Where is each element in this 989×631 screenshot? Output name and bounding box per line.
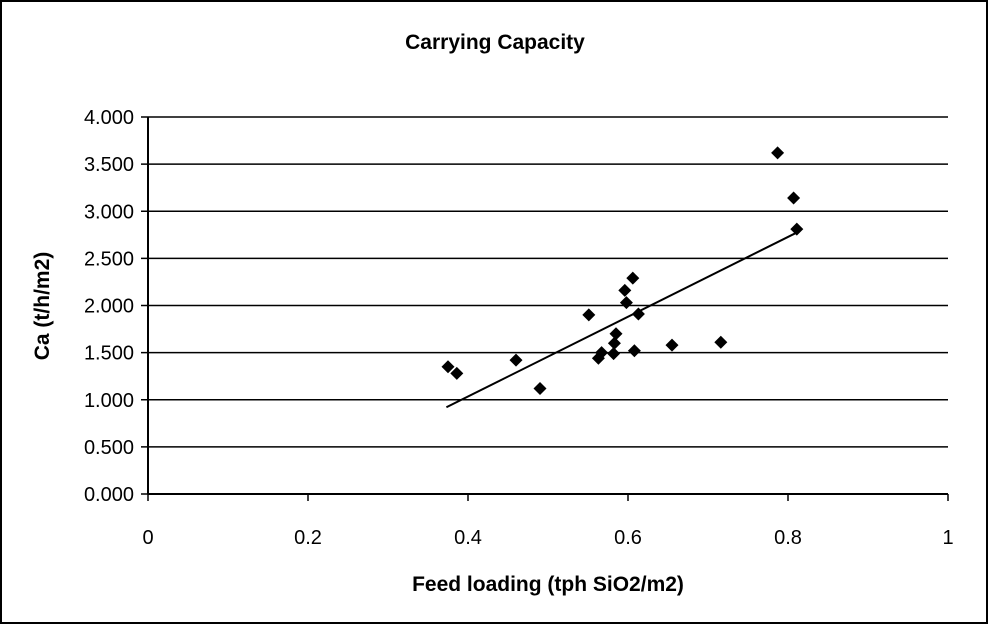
data-point-6 [595,346,609,360]
y-tick-labels: 0.000 0.500 1.000 1.500 2.000 2.500 3.000 3.500… [84,107,134,506]
data-point-17 [771,146,785,160]
x-tick-label-5: 1 [942,527,953,549]
y-tick-label-0: 0.000 [84,484,134,506]
y-tick-label-3: 1.500 [84,343,134,365]
data-point-13 [627,344,641,358]
trendline-layer [445,232,797,409]
data-point-15 [665,338,679,352]
trendline [445,232,797,409]
y-tick-label-5: 2.500 [84,248,134,270]
chart-title: Carrying Capacity [405,31,585,54]
y-tick-label-8: 4.000 [84,107,134,129]
axes [141,116,949,501]
data-point-12 [626,271,640,285]
x-tick-label-4: 0.8 [774,527,802,549]
y-tick-label-6: 3.000 [84,201,134,223]
y-tick-label-2: 1.000 [84,390,134,412]
y-axis-title: Ca (t/h/m2) [31,252,54,361]
x-tick-label-1: 0.2 [294,527,322,549]
data-point-10 [618,283,632,297]
data-point-2 [509,353,523,367]
data-point-0 [441,360,455,374]
data-point-4 [582,308,596,322]
y-tick-label-1: 0.500 [84,437,134,459]
data-point-3 [533,381,547,395]
data-point-8 [607,336,621,350]
x-tick-labels: 0 0.2 0.4 0.6 0.8 1 [142,527,953,549]
y-tick-label-7: 3.500 [84,154,134,176]
data-point-11 [619,296,633,310]
data-point-1 [450,366,464,380]
data-points [441,146,804,395]
x-tick-label-2: 0.4 [454,527,482,549]
x-axis-title: Feed loading (tph SiO2/m2) [412,573,684,596]
data-point-9 [609,327,623,341]
y-tick-label-4: 2.000 [84,296,134,318]
data-point-14 [631,307,645,321]
data-point-16 [714,335,728,349]
data-point-7 [607,347,621,361]
data-point-18 [787,191,801,205]
gridlines [148,116,948,448]
x-tick-label-0: 0 [142,527,153,549]
x-tick-label-3: 0.6 [614,527,642,549]
data-point-19 [790,222,804,236]
